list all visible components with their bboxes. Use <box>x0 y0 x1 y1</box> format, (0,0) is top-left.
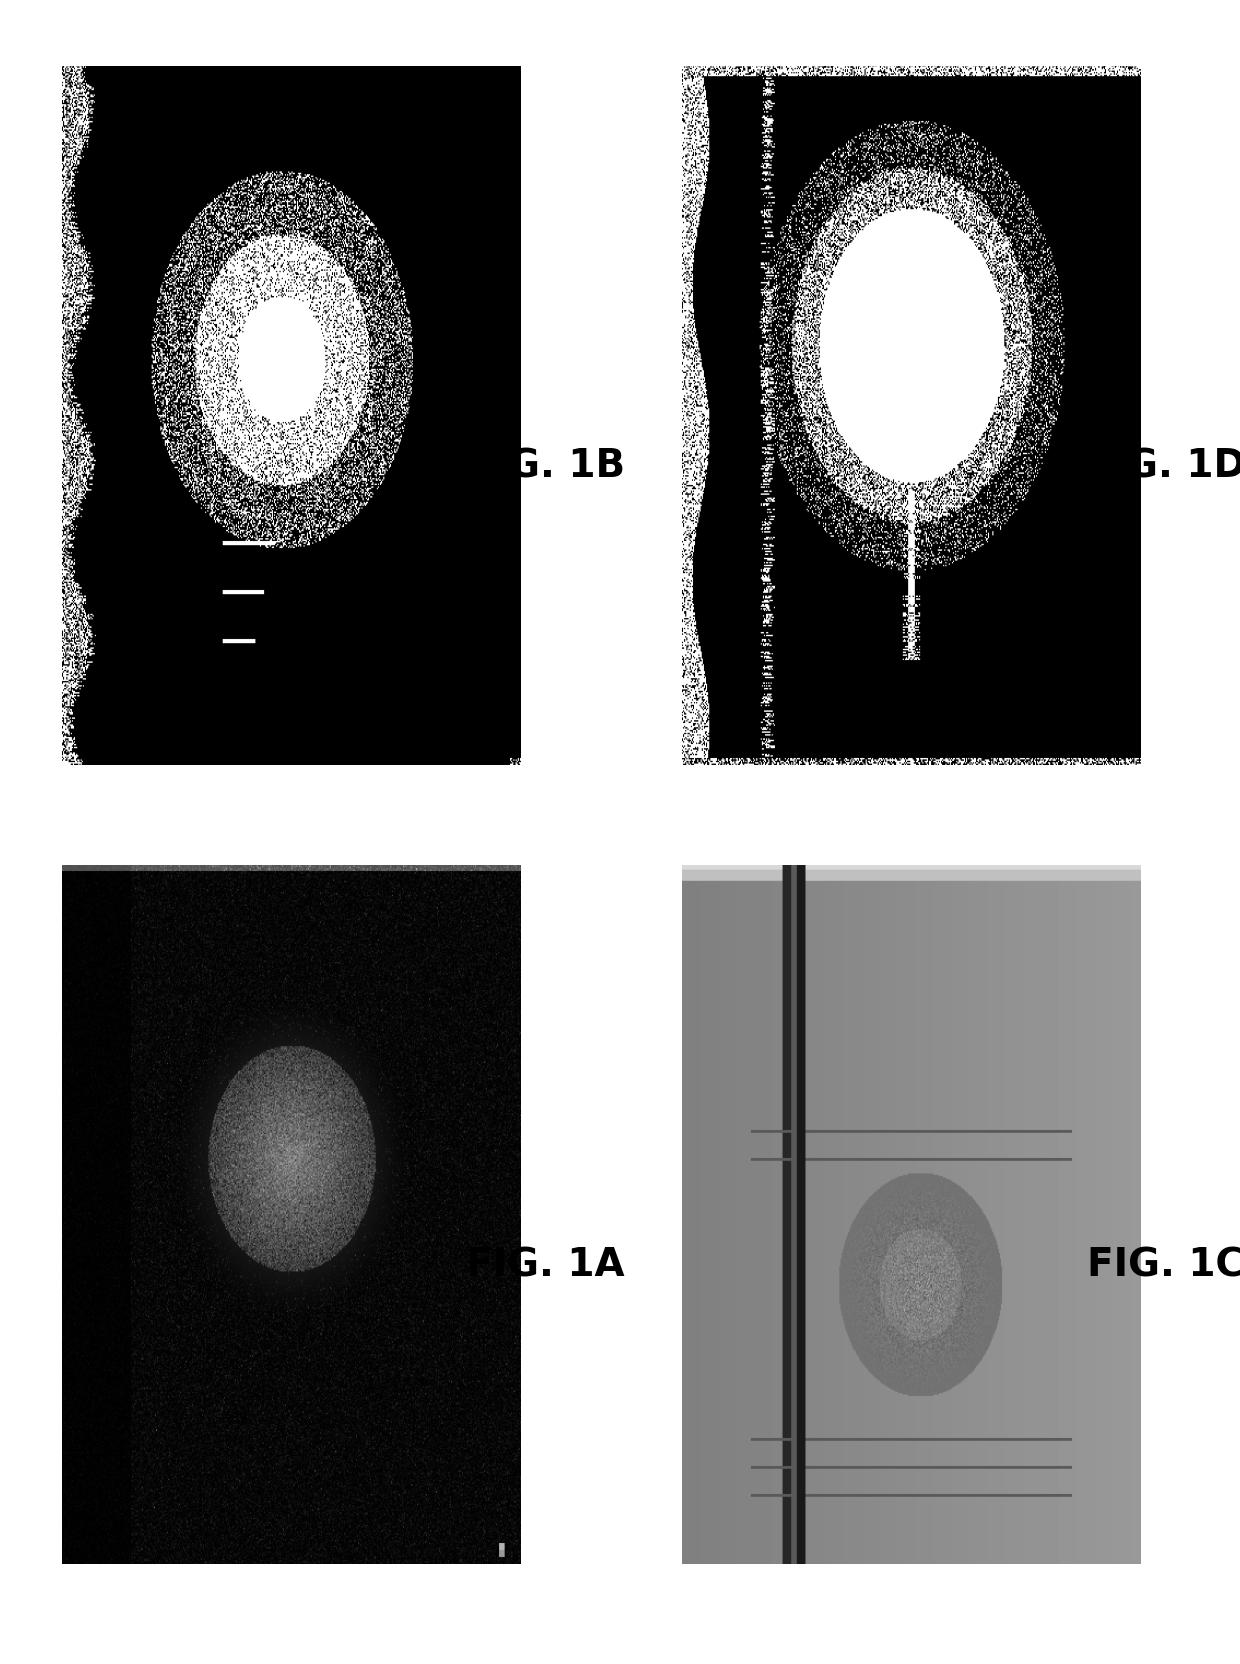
Text: FIG. 1A: FIG. 1A <box>466 1246 625 1283</box>
Text: FIG. 1D: FIG. 1D <box>1085 448 1240 484</box>
Text: FIG. 1C: FIG. 1C <box>1087 1246 1240 1283</box>
Text: FIG. 1B: FIG. 1B <box>466 448 625 484</box>
